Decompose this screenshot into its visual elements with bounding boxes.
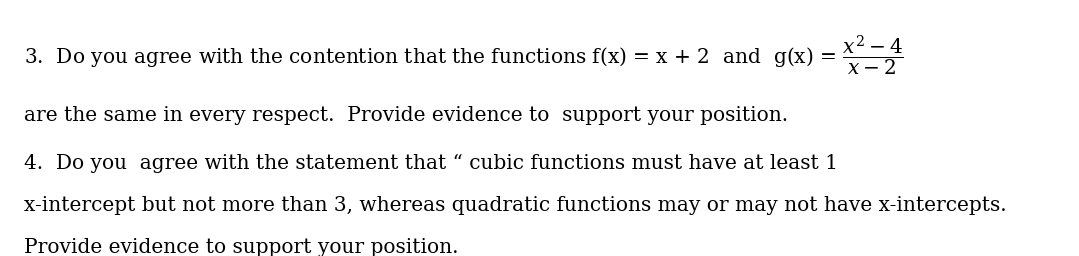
Text: 3.  Do you agree with the contention that the functions f(x) = x + 2  and  g(x) : 3. Do you agree with the contention that…: [24, 33, 903, 78]
Text: Provide evidence to support your position.: Provide evidence to support your positio…: [24, 238, 459, 256]
Text: 4.  Do you  agree with the statement that “ cubic functions must have at least 1: 4. Do you agree with the statement that …: [24, 154, 837, 173]
Text: x-intercept but not more than 3, whereas quadratic functions may or may not have: x-intercept but not more than 3, whereas…: [24, 196, 1007, 215]
Text: are the same in every respect.  Provide evidence to  support your position.: are the same in every respect. Provide e…: [24, 106, 788, 125]
